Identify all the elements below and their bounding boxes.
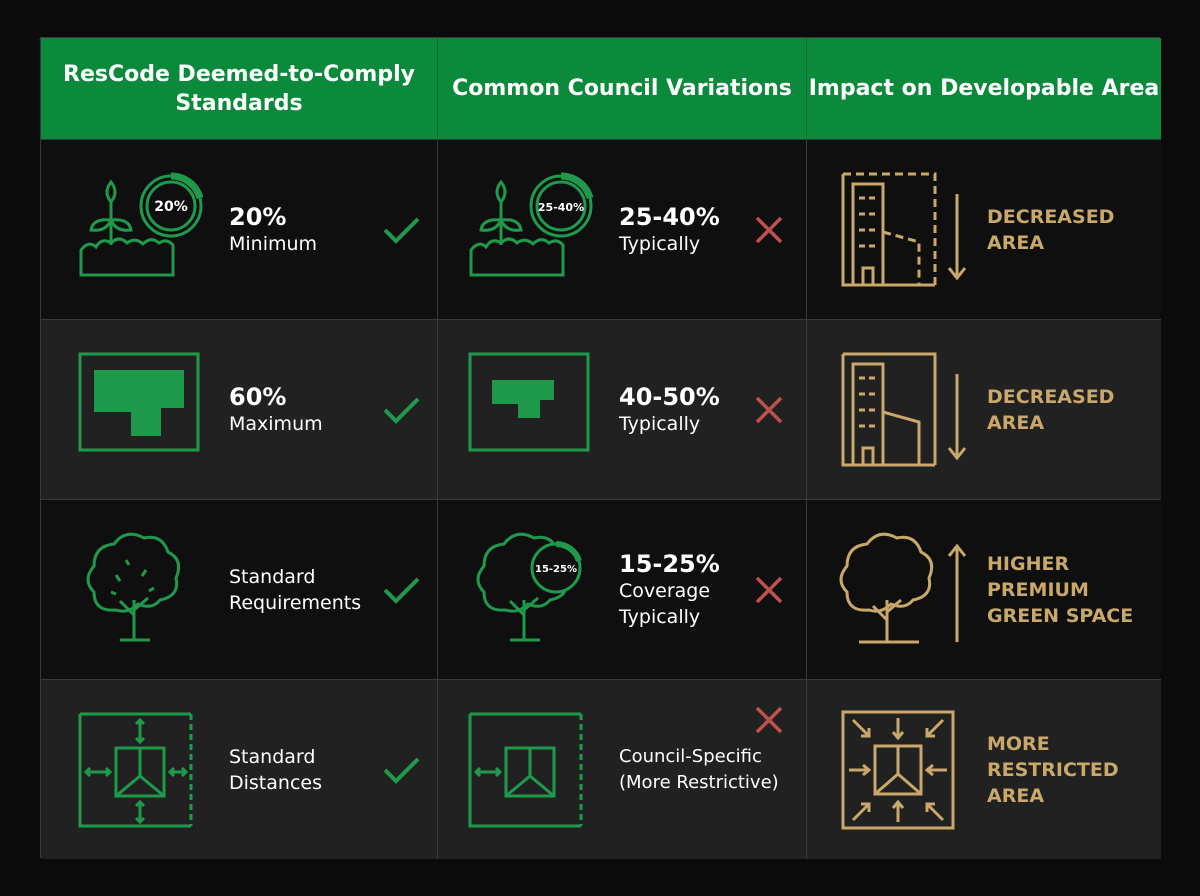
rescode-label: Minimum	[229, 233, 318, 255]
check-icon	[381, 570, 421, 610]
svg-text:25-40%: 25-40%	[538, 201, 584, 214]
council-text: 25-40% Typically	[619, 140, 754, 320]
plant-progress-ring-icon: 20%	[76, 170, 206, 290]
council-label: Coverage Typically	[619, 580, 711, 628]
council-value: 15-25%	[619, 550, 720, 578]
cross-icon	[749, 210, 789, 250]
check-icon	[381, 390, 421, 430]
council-label: Council-Specific (More Restrictive)	[619, 746, 779, 793]
setback-icon	[466, 710, 596, 830]
rescode-label: Standard Requirements	[229, 566, 362, 614]
rescode-text: 20% Minimum	[229, 140, 379, 320]
council-cell: Council-Specific (More Restrictive)	[438, 679, 807, 859]
rescode-text: 60% Maximum	[229, 320, 379, 500]
site-coverage-icon	[76, 350, 206, 470]
plant-progress-ring-icon: 25-40%	[466, 170, 596, 290]
check-icon	[381, 750, 421, 790]
rescode-cell: Standard Requirements	[41, 499, 438, 679]
impact-line: RESTRICTED	[987, 759, 1119, 781]
impact-line: MORE	[987, 733, 1050, 755]
impact-line: AREA	[987, 412, 1045, 434]
rescode-value: 20%	[229, 203, 287, 231]
impact-cell: MORE RESTRICTED AREA	[807, 679, 1161, 859]
cross-icon	[749, 700, 789, 740]
svg-text:20%: 20%	[154, 199, 188, 215]
svg-text:15-25%: 15-25%	[535, 564, 577, 575]
rescode-cell: 20% 20% Minimum	[41, 139, 438, 319]
impact-cell: HIGHER PREMIUM GREEN SPACE	[807, 499, 1161, 679]
council-label: Typically	[619, 233, 701, 255]
tree-icon	[76, 530, 206, 650]
rescode-value: 60%	[229, 383, 287, 411]
header-council: Common Council Variations	[438, 38, 807, 139]
council-label: Typically	[619, 413, 701, 435]
council-value: 25-40%	[619, 203, 720, 231]
rescode-label: Standard Distances	[229, 746, 322, 794]
council-cell: 15-25% 15-25% Coverage Typically	[438, 499, 807, 679]
rescode-cell: 60% Maximum	[41, 319, 438, 499]
cross-icon	[749, 570, 789, 610]
impact-text: HIGHER PREMIUM GREEN SPACE	[987, 500, 1157, 680]
council-text: Council-Specific (More Restrictive)	[619, 680, 809, 860]
comparison-table: ResCode Deemed-to-Comply Standards Commo…	[40, 37, 1161, 859]
cross-icon	[749, 390, 789, 430]
rescode-text: Standard Requirements	[229, 500, 379, 680]
council-value: 40-50%	[619, 383, 720, 411]
building-area-icon	[839, 350, 969, 470]
site-coverage-icon	[466, 350, 596, 470]
impact-text: DECREASED AREA	[987, 140, 1157, 320]
council-cell: 40-50% Typically	[438, 319, 807, 499]
council-cell: 25-40% 25-40% Typically	[438, 139, 807, 319]
impact-cell: DECREASED AREA	[807, 139, 1161, 319]
check-icon	[381, 210, 421, 250]
rescode-label: Maximum	[229, 413, 323, 435]
impact-line: AREA	[987, 232, 1045, 254]
setback-icon	[76, 710, 206, 830]
tree-canopy-ring-icon: 15-25%	[466, 530, 596, 650]
building-shrinking-area-icon	[839, 170, 969, 290]
restricted-setback-icon	[839, 710, 969, 830]
impact-cell: DECREASED AREA	[807, 319, 1161, 499]
impact-text: DECREASED AREA	[987, 320, 1157, 500]
header-impact: Impact on Developable Area	[807, 38, 1161, 139]
tree-icon	[839, 530, 969, 650]
impact-line: DECREASED	[987, 386, 1115, 408]
impact-line: AREA	[987, 785, 1045, 807]
impact-line: HIGHER	[987, 553, 1070, 575]
impact-line: DECREASED	[987, 206, 1115, 228]
impact-text: MORE RESTRICTED AREA	[987, 680, 1157, 860]
council-text: 15-25% Coverage Typically	[619, 500, 754, 680]
header-rescode: ResCode Deemed-to-Comply Standards	[41, 38, 438, 139]
rescode-text: Standard Distances	[229, 680, 379, 860]
council-text: 40-50% Typically	[619, 320, 754, 500]
rescode-cell: Standard Distances	[41, 679, 438, 859]
impact-line: PREMIUM	[987, 579, 1089, 601]
impact-line: GREEN SPACE	[987, 605, 1134, 627]
